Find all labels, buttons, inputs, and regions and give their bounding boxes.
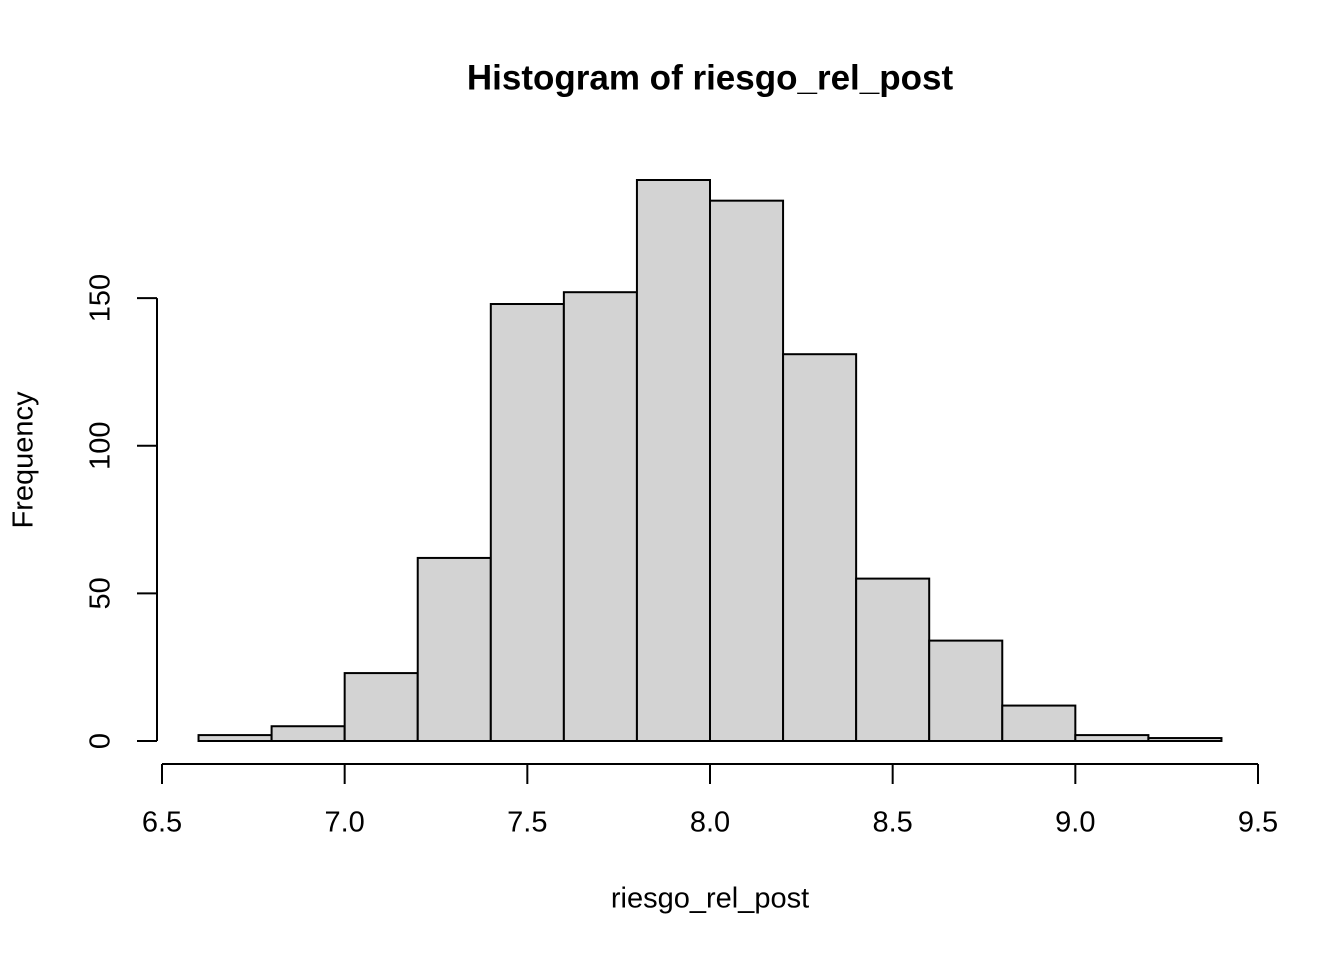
bar <box>855 577 931 743</box>
x-axis-label: riesgo_rel_post <box>611 883 809 915</box>
bar <box>416 556 492 742</box>
x-tick-label: 6.5 <box>142 807 182 839</box>
chart-title: Histogram of riesgo_rel_post <box>467 58 954 97</box>
x-tick-label: 7.5 <box>507 807 547 839</box>
y-axis-label: Frequency <box>8 391 40 529</box>
bar <box>709 199 785 743</box>
bar <box>1074 734 1150 742</box>
bar <box>270 725 346 742</box>
bar <box>1147 737 1223 742</box>
y-tick-label: 0 <box>85 733 117 749</box>
bar <box>1001 704 1077 742</box>
bar <box>635 179 712 742</box>
bar <box>343 672 419 743</box>
bar <box>928 639 1004 743</box>
y-tick-label: 50 <box>85 577 117 609</box>
x-tick-label: 9.0 <box>1055 807 1095 839</box>
bar <box>782 353 858 742</box>
bar <box>489 303 565 742</box>
bar <box>197 734 273 742</box>
x-tick-label: 8.5 <box>873 807 913 839</box>
x-tick-label: 9.5 <box>1238 807 1278 839</box>
y-tick-label: 150 <box>85 274 117 322</box>
bar <box>562 291 638 742</box>
y-tick-label: 100 <box>85 422 117 470</box>
x-tick-label: 7.0 <box>325 807 365 839</box>
x-tick-label: 8.0 <box>690 807 730 839</box>
